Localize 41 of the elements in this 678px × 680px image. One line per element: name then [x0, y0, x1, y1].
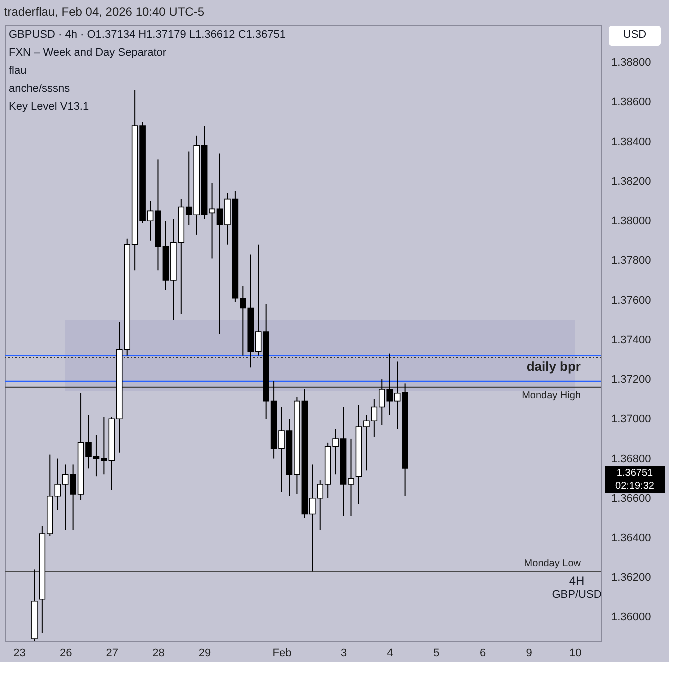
y-tick-label: 1.37200 [612, 374, 652, 386]
x-tick-label: 4 [387, 648, 394, 660]
y-tick-label: 1.37400 [612, 334, 652, 346]
y-tick-label: 1.36800 [612, 453, 652, 466]
x-tick-label: 9 [526, 648, 532, 660]
x-tick-label: 5 [434, 648, 440, 660]
y-tick-label: 1.38200 [612, 176, 652, 188]
annotation: GBP/USD [552, 589, 602, 601]
annotation: anche/sssns [9, 83, 71, 95]
text: USD [623, 29, 647, 41]
x-tick-label: Feb [272, 648, 292, 660]
x-tick-label: 28 [152, 648, 165, 660]
y-tick-label: 1.38000 [612, 216, 652, 228]
text: 02:19:32 [616, 481, 655, 492]
annotation: 4H [569, 574, 585, 588]
x-tick-label: 6 [480, 648, 486, 660]
x-tick-label: 3 [340, 648, 348, 660]
ref-line-label: Monday Low [524, 558, 582, 570]
annotation: Key Level V13.1 [9, 101, 90, 113]
y-tick-label: 1.37600 [612, 294, 652, 307]
y-tick-label: 1.38400 [612, 136, 652, 148]
y-tick-label: 1.36200 [612, 572, 652, 584]
y-tick-label: 1.36400 [612, 532, 652, 545]
ref-line-label: daily bpr [526, 358, 581, 374]
y-tick-label: 1.38600 [612, 96, 652, 109]
annotation: FXN – Week and Day Separator [9, 47, 167, 59]
x-tick-label: 10 [570, 648, 582, 660]
x-tick-label: 29 [198, 648, 212, 660]
y-tick-label: 1.37000 [612, 414, 652, 426]
x-tick-label: 26 [60, 648, 72, 660]
y-tick-label: 1.38800 [612, 57, 652, 70]
chart-title: traderflau, Feb 04, 2026 10:40 UTC-5 [4, 5, 205, 19]
y-tick-label: 1.36000 [612, 612, 652, 624]
y-tick-label: 1.36600 [612, 492, 652, 505]
annotation: GBPUSD · 4h · O1.37134 H1.37179 L1.36612 C1.36751 [9, 29, 286, 41]
y-tick-label: 1.37800 [612, 255, 652, 268]
ref-line-label: Monday High [522, 390, 581, 402]
annotation: flau [9, 65, 27, 77]
x-tick-label: 27 [106, 648, 119, 660]
x-tick-label: 23 [14, 648, 26, 660]
text: 1.36751 [616, 468, 654, 479]
